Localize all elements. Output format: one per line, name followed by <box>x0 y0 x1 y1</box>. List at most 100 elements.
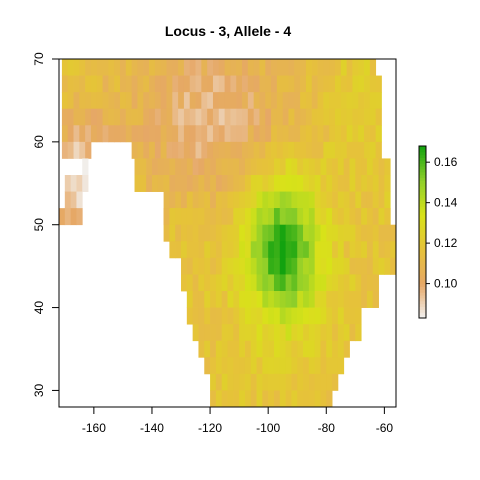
heatmap-cell <box>163 158 170 176</box>
heatmap-cell <box>233 373 240 391</box>
heatmap-cell <box>271 75 278 93</box>
heatmap-cell <box>355 208 362 226</box>
colorbar-segment <box>419 151 426 156</box>
heatmap-cell <box>358 59 365 76</box>
heatmap-cell <box>311 125 318 143</box>
heatmap-cell <box>361 291 368 308</box>
heatmap-cell <box>308 257 316 275</box>
heatmap-cell <box>204 324 211 342</box>
heatmap-cell <box>259 92 266 110</box>
heatmap-cell <box>227 224 234 242</box>
heatmap-cell <box>207 125 214 143</box>
colorbar-segment <box>419 206 426 210</box>
heatmap-cell <box>192 307 199 325</box>
heatmap-cell <box>244 357 252 375</box>
heatmap-cell <box>378 257 385 275</box>
heatmap-cell <box>337 357 345 375</box>
heatmap-cell <box>317 141 324 159</box>
heatmap-cell <box>207 92 214 110</box>
heatmap-cell <box>332 158 339 176</box>
heatmap-cell <box>334 92 342 110</box>
heatmap-cell <box>250 390 257 408</box>
heatmap-cell <box>256 257 263 275</box>
heatmap-cell <box>175 158 182 176</box>
heatmap-cell <box>364 125 371 143</box>
heatmap-cell <box>210 224 217 242</box>
heatmap-cell <box>73 125 80 143</box>
heatmap-cell <box>364 141 371 159</box>
heatmap-cell <box>256 175 263 192</box>
heatmap-cell <box>186 208 194 226</box>
heatmap-cell <box>195 141 202 159</box>
heatmap-cell <box>343 274 350 292</box>
heatmap-cell <box>76 191 83 209</box>
heatmap-cell <box>244 390 252 408</box>
heatmap-cell <box>273 274 281 292</box>
heatmap-cell <box>212 75 220 93</box>
heatmap-cell <box>361 241 368 259</box>
heatmap-cell <box>178 59 185 76</box>
heatmap-cell <box>253 125 260 143</box>
heatmap-cell <box>378 175 385 192</box>
heatmap-cell <box>337 307 345 325</box>
heatmap-cell <box>366 158 374 176</box>
colorbar-segment <box>419 209 426 213</box>
heatmap-cell <box>210 291 217 308</box>
heatmap-cell <box>212 141 220 159</box>
heatmap-cell <box>308 357 316 375</box>
heatmap-cell <box>384 257 391 275</box>
heatmap-cell <box>149 92 156 110</box>
heatmap-cell <box>323 75 330 93</box>
heatmap-cell <box>268 208 275 226</box>
heatmap-cell <box>207 59 214 76</box>
heatmap-cell <box>346 141 353 159</box>
heatmap-cell <box>178 92 185 110</box>
heatmap-cell <box>239 307 246 325</box>
heatmap-cell <box>262 307 269 325</box>
heatmap-cell <box>59 208 66 226</box>
heatmap-cell <box>236 92 243 110</box>
colorbar-segment <box>419 234 426 239</box>
heatmap-cell <box>244 373 252 391</box>
heatmap-cell <box>343 224 350 242</box>
heatmap-cell <box>332 307 339 325</box>
heatmap-cell <box>102 92 109 110</box>
heatmap-cell <box>358 108 365 126</box>
heatmap-cell <box>154 125 162 143</box>
heatmap-cell <box>230 92 237 110</box>
heatmap-cell <box>326 191 333 209</box>
heatmap-cell <box>244 257 252 275</box>
heatmap-cell <box>337 158 345 176</box>
heatmap-cell <box>210 373 217 391</box>
heatmap-cell <box>326 340 333 358</box>
heatmap-cell <box>250 307 257 325</box>
heatmap-cell <box>364 108 371 126</box>
heatmap-cell <box>285 373 292 391</box>
heatmap-cell <box>303 373 310 391</box>
heatmap-cell <box>256 224 263 242</box>
heatmap-cell <box>262 257 269 275</box>
heatmap-cell <box>326 158 333 176</box>
heatmap-cell <box>233 241 240 259</box>
heatmap-cell <box>273 373 281 391</box>
heatmap-cell <box>256 324 263 342</box>
heatmap-cell <box>279 373 286 391</box>
heatmap-cell <box>297 340 304 358</box>
heatmap-cell <box>285 324 292 342</box>
heatmap-cell <box>143 125 150 143</box>
heatmap-cell <box>239 324 246 342</box>
heatmap-cell <box>369 92 377 110</box>
colorbar-segment <box>419 229 426 233</box>
heatmap-cell <box>384 241 391 259</box>
heatmap-cell <box>355 324 362 342</box>
heatmap-cell <box>378 208 385 226</box>
heatmap-cell <box>317 75 324 93</box>
heatmap-cell <box>256 241 263 259</box>
heatmap-cell <box>337 191 345 209</box>
heatmap-cell <box>314 357 321 375</box>
heatmap-cell <box>297 208 304 226</box>
heatmap-cell <box>85 75 92 93</box>
heatmap-cell <box>146 175 153 192</box>
colorbar-segment <box>419 243 426 247</box>
heatmap-cell <box>303 241 310 259</box>
